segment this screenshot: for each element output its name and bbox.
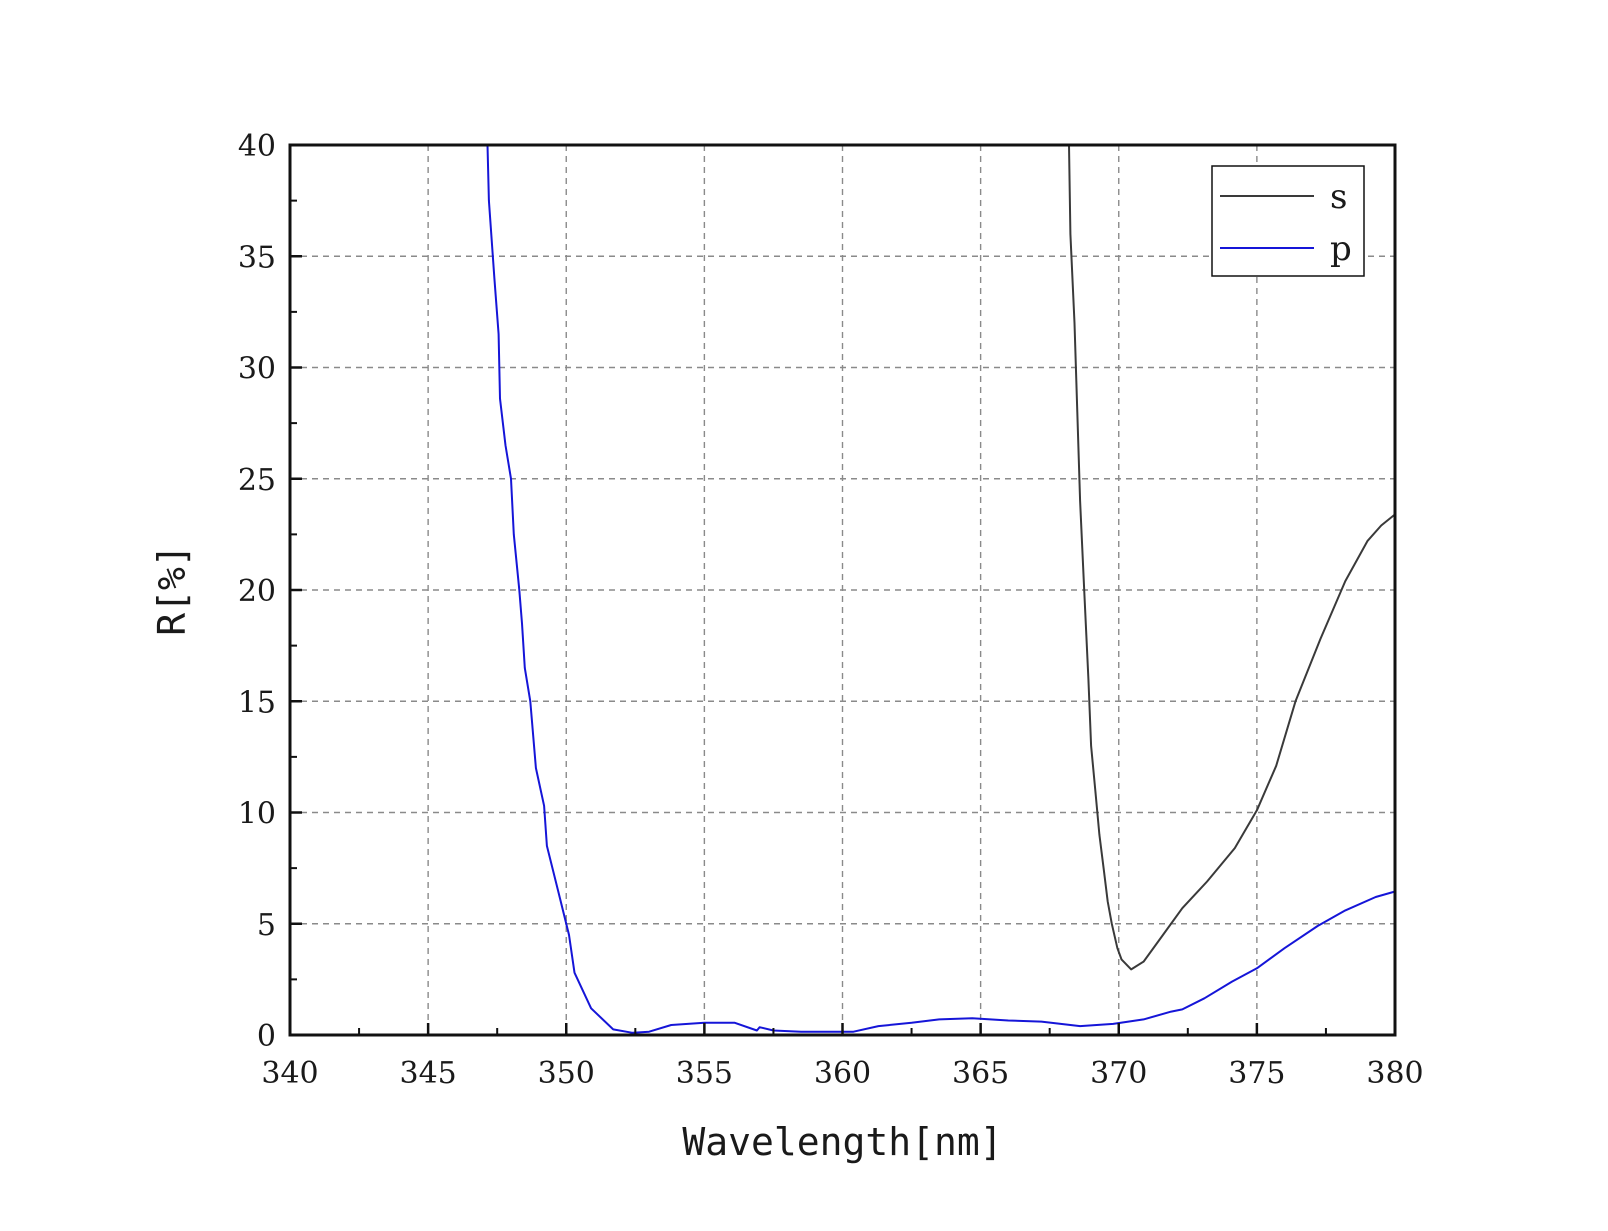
x-tick-label: 340 [261, 1056, 318, 1091]
y-tick-label: 25 [238, 463, 276, 498]
x-tick-label: 370 [1090, 1056, 1147, 1091]
series-line-s [1068, 144, 1396, 971]
x-tick-label: 380 [1366, 1056, 1423, 1091]
x-tick-label: 350 [538, 1056, 595, 1091]
x-tick-label: 355 [676, 1056, 733, 1091]
x-tick-label: 360 [814, 1056, 871, 1091]
y-axis-title: R[%] [150, 544, 194, 636]
legend-label-p: p [1330, 229, 1352, 269]
y-tick-label: 30 [238, 352, 276, 387]
y-tick-label: 0 [257, 1019, 276, 1054]
legend-label-s: s [1330, 177, 1347, 217]
y-tick-label: 35 [238, 240, 276, 275]
series-line-p [486, 144, 1396, 1034]
legend-box [1211, 165, 1365, 277]
x-tick-label: 375 [1228, 1056, 1285, 1091]
y-tick-label: 5 [257, 908, 276, 943]
x-tick-label: 345 [399, 1056, 456, 1091]
series-layer [486, 144, 1396, 1034]
grid-layer [290, 145, 1395, 1035]
y-tick-label: 40 [238, 129, 276, 164]
x-axis-title: Wavelength[nm] [682, 1120, 1002, 1164]
y-tick-label: 20 [238, 574, 276, 609]
y-tick-label: 15 [238, 685, 276, 720]
x-tick-label: 365 [952, 1056, 1009, 1091]
y-tick-label: 10 [238, 797, 276, 832]
label-layer: 340 345 350 355 360 365 370 375 380 0 5 10 15 20 25 30 3… [238, 129, 1424, 1091]
tick-layer [288, 143, 1397, 1037]
legend: s p [1211, 165, 1365, 277]
